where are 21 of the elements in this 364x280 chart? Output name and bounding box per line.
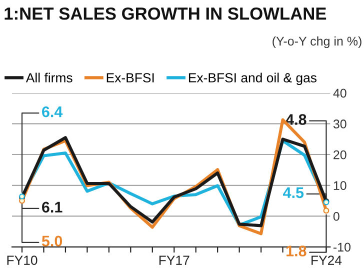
legend-label: All firms (26, 72, 72, 82)
chart-title: 1:NET SALES GROWTH IN SLOWLANE (4, 7, 326, 20)
point (323, 208, 330, 214)
chart-subtitle: (Y-o-Y chg in %) (272, 36, 362, 48)
data-label: 4.5 (283, 187, 304, 198)
data-label: 5.0 (42, 236, 62, 247)
y-tick-label: -10 (333, 242, 351, 252)
x-tick-label: FY10 (7, 256, 38, 265)
y-tick-label: 40 (333, 88, 346, 98)
x-tick-label: FY17 (159, 256, 190, 265)
y-tick-label: 10 (334, 181, 346, 190)
legend-label: Ex-BFSI (106, 73, 154, 82)
y-tick-label: 20 (334, 150, 346, 160)
data-label: 6.4 (42, 106, 63, 118)
y-tick-label: 0 (333, 212, 340, 221)
x-tick-label: FY24 (312, 256, 342, 265)
legend-label: Ex-BFSI and oil & gas (188, 72, 316, 86)
data-label: 6.1 (42, 202, 62, 213)
y-tick-label: 30 (333, 120, 346, 128)
data-label: 1.8 (286, 246, 306, 256)
data-label: 4.8 (286, 114, 306, 125)
